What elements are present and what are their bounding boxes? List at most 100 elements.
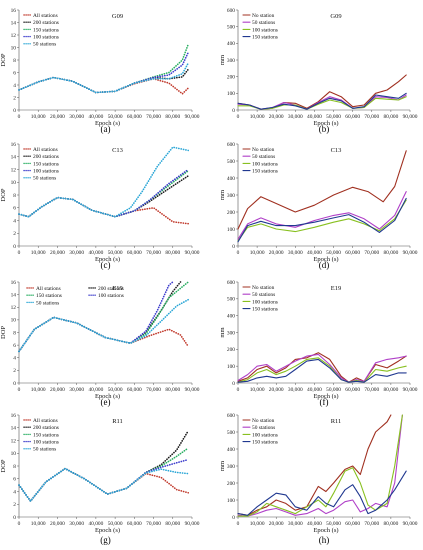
x-tick-label: 0 <box>237 521 240 527</box>
x-tick-label: 90,000 <box>403 114 418 120</box>
x-tick-label: 70,000 <box>364 387 379 393</box>
series-line <box>237 353 407 383</box>
y-tick-label: 500 <box>227 24 235 30</box>
legend-label: 100 stations <box>252 432 278 438</box>
y-tick-label: 16 <box>11 8 17 14</box>
x-tick-label: 90,000 <box>403 250 418 256</box>
x-tick-label: 20,000 <box>269 387 284 393</box>
y-tick-label: 12 <box>11 305 17 311</box>
series-line <box>18 43 189 94</box>
x-tick-label: 20,000 <box>269 114 284 120</box>
x-tick-label: 0 <box>18 521 21 527</box>
y-tick-label: 400 <box>227 41 235 47</box>
x-tick-label: 0 <box>237 387 240 393</box>
legend-label: 100 stations <box>252 299 278 305</box>
series-line <box>18 175 189 218</box>
x-tick-label: 80,000 <box>383 114 398 120</box>
legend-label: 50 stations <box>252 20 275 26</box>
x-tick-label: 30,000 <box>69 521 84 527</box>
x-tick-label: 50,000 <box>326 521 341 527</box>
y-tick-label: 14 <box>11 292 17 298</box>
x-axis-label: Epoch (s) <box>95 120 120 127</box>
y-tick-label: 2 <box>13 231 16 237</box>
y-tick-label: 0 <box>13 381 16 387</box>
series-line <box>237 199 407 242</box>
y-tick-label: 600 <box>227 280 235 286</box>
x-tick-label: 60,000 <box>127 250 142 256</box>
y-tick-label: 600 <box>227 8 235 14</box>
series-line <box>18 467 189 502</box>
x-tick-label: 60,000 <box>345 114 360 120</box>
legend-label: 100 stations <box>33 440 59 446</box>
series-line <box>18 298 189 353</box>
panel-a: 0 2 4 6 8 10 12 14 16 0 10,000 20,000 30,000 40,000 50… <box>0 8 200 134</box>
x-tick-label: 50,000 <box>326 387 341 393</box>
series-line <box>18 196 189 225</box>
x-tick-label: 90,000 <box>403 521 418 527</box>
y-tick-label: 2 <box>13 502 16 508</box>
panel-c: 0 2 4 6 8 10 12 14 16 0 10,000 20,000 30,000 40,000 50… <box>0 142 200 270</box>
panel-title: R11 <box>112 418 123 425</box>
x-tick-label: 30,000 <box>288 114 303 120</box>
x-tick-label: 30,000 <box>69 250 84 256</box>
x-tick-label: 40,000 <box>307 250 322 256</box>
y-tick-label: 0 <box>13 244 16 250</box>
x-axis-label: Epoch (s) <box>95 393 120 400</box>
legend-label: 200 stations <box>98 286 124 292</box>
x-tick-label: 60,000 <box>127 114 142 120</box>
x-tick-label: 0 <box>237 114 240 120</box>
y-tick-label: 400 <box>227 176 235 182</box>
x-tick-label: 40,000 <box>88 521 103 527</box>
x-tick-label: 30,000 <box>288 521 303 527</box>
y-tick-label: 14 <box>11 155 17 161</box>
x-axis-label: Epoch (s) <box>95 256 120 263</box>
y-tick-label: 6 <box>13 206 16 212</box>
y-tick-label: 400 <box>227 447 235 453</box>
y-tick-label: 0 <box>232 108 235 114</box>
panel-label: (f) <box>320 397 329 407</box>
y-tick-label: 6 <box>13 343 16 349</box>
legend-label: 50 stations <box>33 176 56 182</box>
x-tick-label: 60,000 <box>345 521 360 527</box>
series-line <box>237 191 407 240</box>
y-tick-label: 2 <box>13 368 16 374</box>
y-tick-label: 4 <box>13 83 16 89</box>
panel-title: R11 <box>331 418 342 425</box>
y-tick-label: 14 <box>11 426 17 432</box>
y-tick-label: 6 <box>13 477 16 483</box>
panel-title: G09 <box>112 13 123 20</box>
y-tick-label: 0 <box>232 381 235 387</box>
y-tick-label: 0 <box>13 515 16 521</box>
series-line <box>237 150 407 230</box>
y-tick-label: 400 <box>227 313 235 319</box>
y-axis-label: DOP <box>0 459 7 472</box>
y-tick-label: 6 <box>13 70 16 76</box>
x-tick-label: 60,000 <box>345 387 360 393</box>
y-tick-label: 16 <box>11 142 17 148</box>
x-tick-label: 10,000 <box>250 250 265 256</box>
x-tick-label: 10,000 <box>31 521 46 527</box>
x-axis-label: Epoch (s) <box>313 527 338 534</box>
x-tick-label: 40,000 <box>307 521 322 527</box>
panel-label: (d) <box>319 260 330 270</box>
legend-label: 150 stations <box>33 27 59 33</box>
legend-label: 200 stations <box>33 425 59 431</box>
y-tick-label: 0 <box>232 244 235 250</box>
series-line <box>18 146 189 218</box>
series-line <box>237 414 403 517</box>
panel-label: (c) <box>101 260 111 270</box>
panel-title: E19 <box>112 285 122 292</box>
legend-label: 50 stations <box>252 154 275 160</box>
y-tick-label: 100 <box>227 364 235 370</box>
legend-label: All stations <box>33 13 58 19</box>
panel-title: C13 <box>331 147 342 154</box>
legend-label: 50 stations <box>252 425 275 431</box>
panel-label: (h) <box>319 535 330 545</box>
legend-label: 200 stations <box>33 154 59 160</box>
x-tick-label: 80,000 <box>165 114 180 120</box>
legend-label: 50 stations <box>33 42 56 48</box>
x-tick-label: 20,000 <box>50 387 65 393</box>
x-tick-label: 80,000 <box>165 250 180 256</box>
y-tick-label: 8 <box>13 193 16 199</box>
x-tick-label: 0 <box>18 387 21 393</box>
